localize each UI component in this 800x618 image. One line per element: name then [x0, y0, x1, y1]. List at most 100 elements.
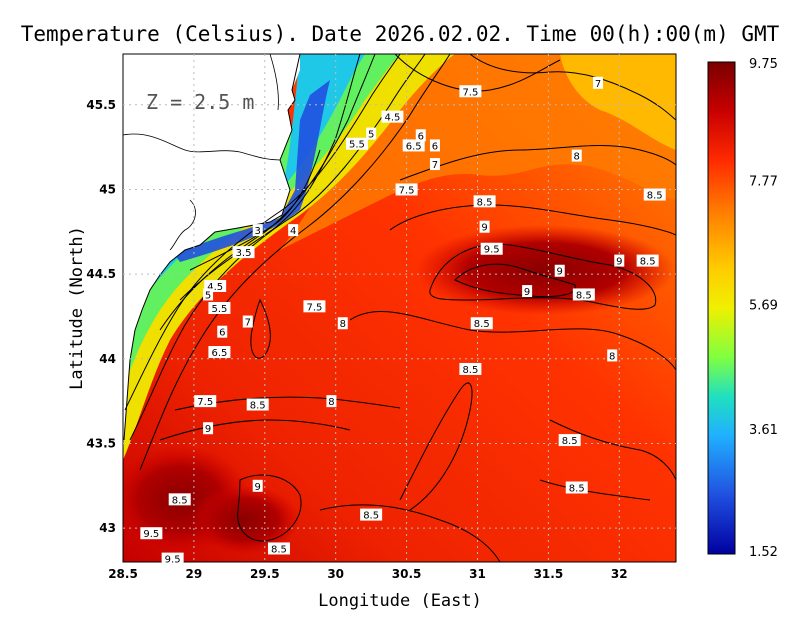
contour-label: 9: [203, 422, 214, 435]
svg-text:8: 8: [574, 152, 580, 163]
svg-text:7: 7: [432, 160, 438, 171]
contour-label: 7.5: [459, 85, 482, 98]
contour-label: 8.5: [470, 317, 493, 330]
svg-text:5.5: 5.5: [211, 304, 227, 315]
colorbar-tick-label: 1.52: [749, 545, 778, 560]
svg-text:8.5: 8.5: [250, 401, 266, 412]
yellow-region: [560, 54, 676, 150]
land-border-2: [269, 54, 279, 111]
map-plot-area: [123, 54, 676, 562]
svg-text:8.5: 8.5: [271, 544, 287, 555]
x-tick-label: 31: [469, 567, 486, 581]
svg-text:5: 5: [205, 290, 211, 301]
svg-text:9: 9: [616, 257, 622, 268]
svg-text:7.5: 7.5: [462, 87, 478, 98]
svg-text:8.5: 8.5: [640, 257, 656, 268]
contour-label: 8.5: [246, 398, 269, 412]
warm-core-south: [190, 485, 300, 555]
shelf-blue-band: [175, 80, 330, 262]
y-tick-label: 44: [99, 352, 116, 366]
x-tick-labels: 28.5 29 29.5 30 30.5 31 31.5 32: [108, 567, 627, 581]
contour-label: 6: [429, 139, 440, 152]
svg-text:4.5: 4.5: [384, 113, 400, 124]
contour-label: 5.5: [208, 302, 231, 315]
svg-text:5.5: 5.5: [349, 140, 365, 151]
x-tick-label: 29: [186, 567, 203, 581]
svg-text:8.5: 8.5: [569, 483, 585, 494]
svg-text:7.5: 7.5: [399, 185, 415, 196]
coastline: [123, 54, 301, 441]
svg-text:9.5: 9.5: [143, 529, 159, 540]
contour-label: 8.5: [360, 508, 383, 522]
contour-label: 8.5: [459, 362, 482, 376]
svg-text:4: 4: [290, 226, 296, 237]
y-tick-label: 44.5: [86, 267, 116, 281]
contour-label: 9: [479, 220, 490, 234]
svg-text:9: 9: [557, 267, 563, 278]
contour-label: 8.5: [168, 493, 191, 506]
x-tick-label: 29.5: [250, 567, 280, 581]
x-tick-label: 32: [611, 567, 628, 581]
svg-text:9: 9: [481, 223, 487, 234]
colorbar-tick-label: 7.77: [749, 174, 778, 189]
svg-text:8.5: 8.5: [477, 197, 493, 208]
svg-text:8.5: 8.5: [647, 191, 663, 202]
figure-title: Temperature (Celsius). Date 2026.02.02. …: [21, 22, 780, 46]
y-tick-label: 45.5: [86, 98, 116, 112]
contour-label: 8.5: [643, 188, 666, 202]
svg-text:5: 5: [368, 130, 374, 141]
contour-label: 8: [326, 395, 337, 408]
contour-label: 5: [366, 127, 377, 141]
svg-text:7: 7: [245, 318, 251, 329]
contour-label: 4.5: [381, 110, 404, 124]
contour-label: 5: [203, 288, 214, 301]
svg-text:7.5: 7.5: [306, 302, 322, 313]
svg-text:9: 9: [255, 482, 261, 493]
warm-core-east: [415, 225, 675, 315]
contour-label: 8.5: [558, 434, 581, 447]
contour-label: 8.5: [572, 288, 595, 301]
contour-label: 7: [429, 158, 440, 171]
y-tick-label: 43.5: [86, 436, 116, 450]
contour-label: 7.5: [303, 300, 326, 313]
contour-label: 7: [242, 315, 253, 329]
svg-text:8.5: 8.5: [576, 290, 592, 301]
shelf-green-band: [123, 54, 400, 390]
svg-text:8.5: 8.5: [363, 511, 379, 522]
contour-lines: [124, 54, 676, 562]
contour-label: 9: [554, 264, 565, 278]
land-border-1: [123, 133, 281, 161]
svg-text:8.5: 8.5: [462, 365, 478, 376]
svg-text:8.5: 8.5: [474, 319, 490, 330]
contour-label: 9: [614, 254, 625, 268]
contour-label: 8.5: [267, 542, 290, 555]
contour-label: 7.5: [395, 183, 418, 196]
svg-text:8: 8: [340, 319, 346, 330]
contour-label: 5.5: [345, 137, 368, 151]
contour-label: 9: [252, 479, 263, 493]
y-tick-label: 45: [99, 182, 116, 196]
svg-text:7: 7: [595, 79, 601, 90]
svg-text:4.5: 4.5: [207, 282, 223, 293]
contour-label: 8.5: [565, 481, 588, 494]
svg-text:6: 6: [219, 328, 225, 339]
svg-text:8.5: 8.5: [172, 495, 188, 506]
svg-text:9.5: 9.5: [484, 245, 500, 256]
contour-label: 4: [288, 224, 299, 237]
y-axis-label: Latitude (North): [67, 226, 87, 390]
svg-text:6: 6: [418, 131, 424, 142]
contour-label: 6.5: [208, 346, 231, 359]
colorbar-tick-label: 5.69: [749, 299, 778, 314]
contour-label: 8: [571, 149, 582, 163]
contour-label: 6.5: [402, 139, 425, 152]
contour-label: 3.5: [232, 246, 255, 259]
x-axis-label: Longitude (East): [318, 591, 482, 611]
land-mass: [123, 54, 300, 460]
contour-label: 3: [252, 224, 263, 237]
colorbar-tick-labels: 9.75 7.77 5.69 3.61 1.52: [749, 57, 778, 560]
svg-text:9: 9: [524, 287, 530, 298]
contour-label: 8.5: [636, 254, 659, 268]
contour-label: 7.5: [194, 395, 217, 408]
